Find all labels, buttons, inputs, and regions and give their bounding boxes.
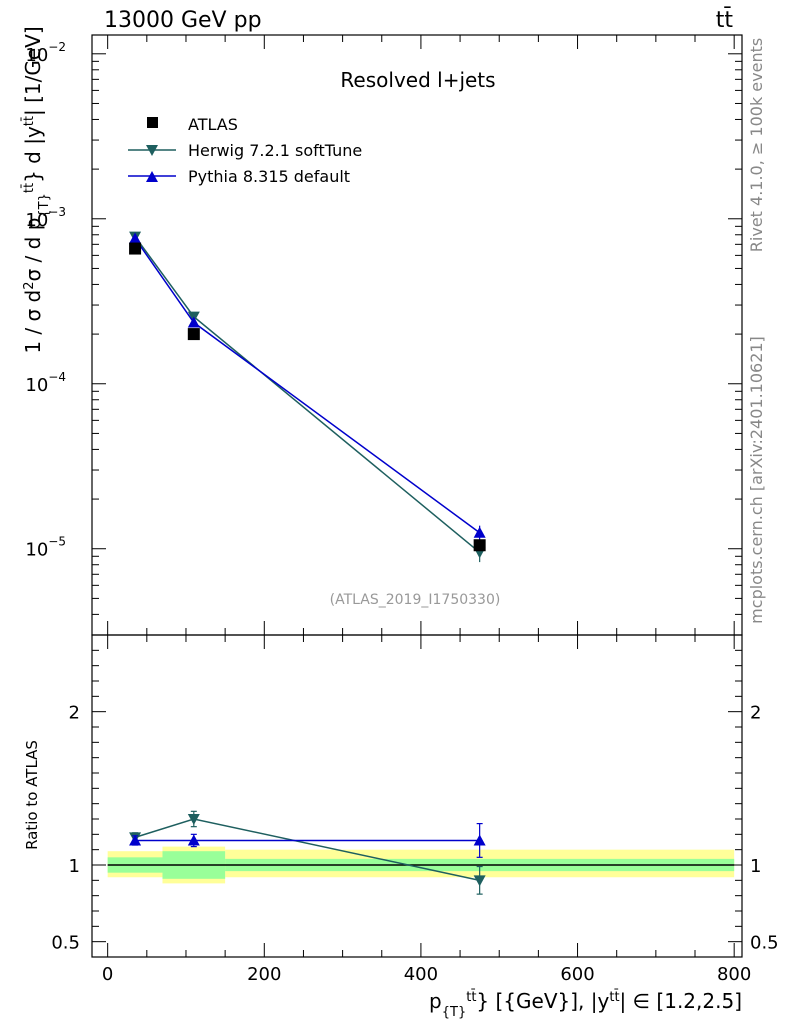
ratio-x-tick-label: 0 <box>102 964 113 985</box>
ratio-point-pythia <box>473 834 486 846</box>
mcplots-label: mcplots.cern.ch [arXiv:2401.10621] <box>747 336 766 624</box>
main-line-pythia <box>134 238 481 534</box>
main-point-pythia <box>187 316 200 328</box>
ratio-axis-ticks: 0.5 0.5 1 1 2 2 0 200 400 600 800 <box>51 635 779 985</box>
main-y-tick-label: 10−4 <box>25 370 66 396</box>
ratio-panel: 0.5 0.5 1 1 2 2 0 200 400 600 800 Ratio to ATLAS p… <box>23 634 779 1020</box>
ratio-series <box>129 810 486 895</box>
energy-label: 13000 GeV pp <box>104 8 262 33</box>
main-point-atlas <box>473 539 486 552</box>
ratio-point-herwig <box>473 875 486 887</box>
main-y-tick-exponent: −2 <box>48 40 66 54</box>
main-ylabel: 1 / σ d2σ / d p{T}tt̄} d |ytt̄| [1/GeV] <box>21 26 52 353</box>
ratio-y-tick-label: 1 <box>69 856 80 877</box>
ratio-x-tick-label: 800 <box>717 964 751 985</box>
main-y-tick-label: 10−3 <box>25 205 66 231</box>
ratio-y-tick-label: 0.5 <box>51 933 80 954</box>
legend-label-atlas: ATLAS <box>188 115 238 134</box>
main-point-atlas <box>129 242 142 255</box>
main-axis-ticks: 10−510−410−310−2 <box>25 35 742 636</box>
legend: ATLAS Herwig 7.2.1 softTune Pythia 8.315… <box>128 115 362 186</box>
main-y-tick-label: 10−5 <box>25 535 66 561</box>
legend-marker-herwig <box>146 145 158 156</box>
ratio-bands <box>107 846 735 884</box>
main-line-herwig <box>134 236 481 553</box>
ratio-y-tick-label-right: 1 <box>750 856 761 877</box>
ratio-x-tick-label: 600 <box>560 964 594 985</box>
ratio-x-tick-label: 200 <box>247 964 281 985</box>
main-panel: 10−510−410−310−2 Resolved l+jets (ATLAS_… <box>21 26 743 636</box>
main-point-atlas <box>187 328 200 341</box>
ratio-y-tick-label: 2 <box>69 703 80 724</box>
ratio-point-herwig <box>187 814 200 825</box>
legend-label-pythia: Pythia 8.315 default <box>188 167 350 186</box>
rivet-label: Rivet 4.1.0, ≥ 100k events <box>747 38 766 252</box>
ratio-xlabel: p{T}tt̄} [{GeV}], |ytt̄| ∈ [1.2,2.5] <box>429 989 742 1020</box>
analysis-watermark: (ATLAS_2019_I1750330) <box>330 592 501 608</box>
ratio-point-pythia <box>187 834 200 846</box>
ratio-y-tick-label-right: 2 <box>750 703 761 724</box>
main-y-tick-exponent: −4 <box>48 370 66 384</box>
ratio-point-pythia <box>129 834 142 846</box>
main-point-pythia <box>473 526 486 538</box>
ratio-x-tick-label: 400 <box>404 964 438 985</box>
main-y-tick-exponent: −5 <box>48 535 66 549</box>
legend-label-herwig: Herwig 7.2.1 softTune <box>188 141 362 160</box>
main-title: Resolved l+jets <box>340 68 495 92</box>
ratio-y-tick-label-right: 0.5 <box>750 933 779 954</box>
ratio-ylabel: Ratio to ATLAS <box>23 740 41 850</box>
main-point-pythia <box>129 232 142 244</box>
main-series <box>129 231 486 563</box>
main-y-tick-exponent: −3 <box>48 205 66 219</box>
legend-marker-pythia <box>146 171 158 182</box>
ratio-frame <box>91 634 743 958</box>
legend-marker-atlas <box>147 117 158 128</box>
process-label: tt̄ <box>716 7 734 33</box>
